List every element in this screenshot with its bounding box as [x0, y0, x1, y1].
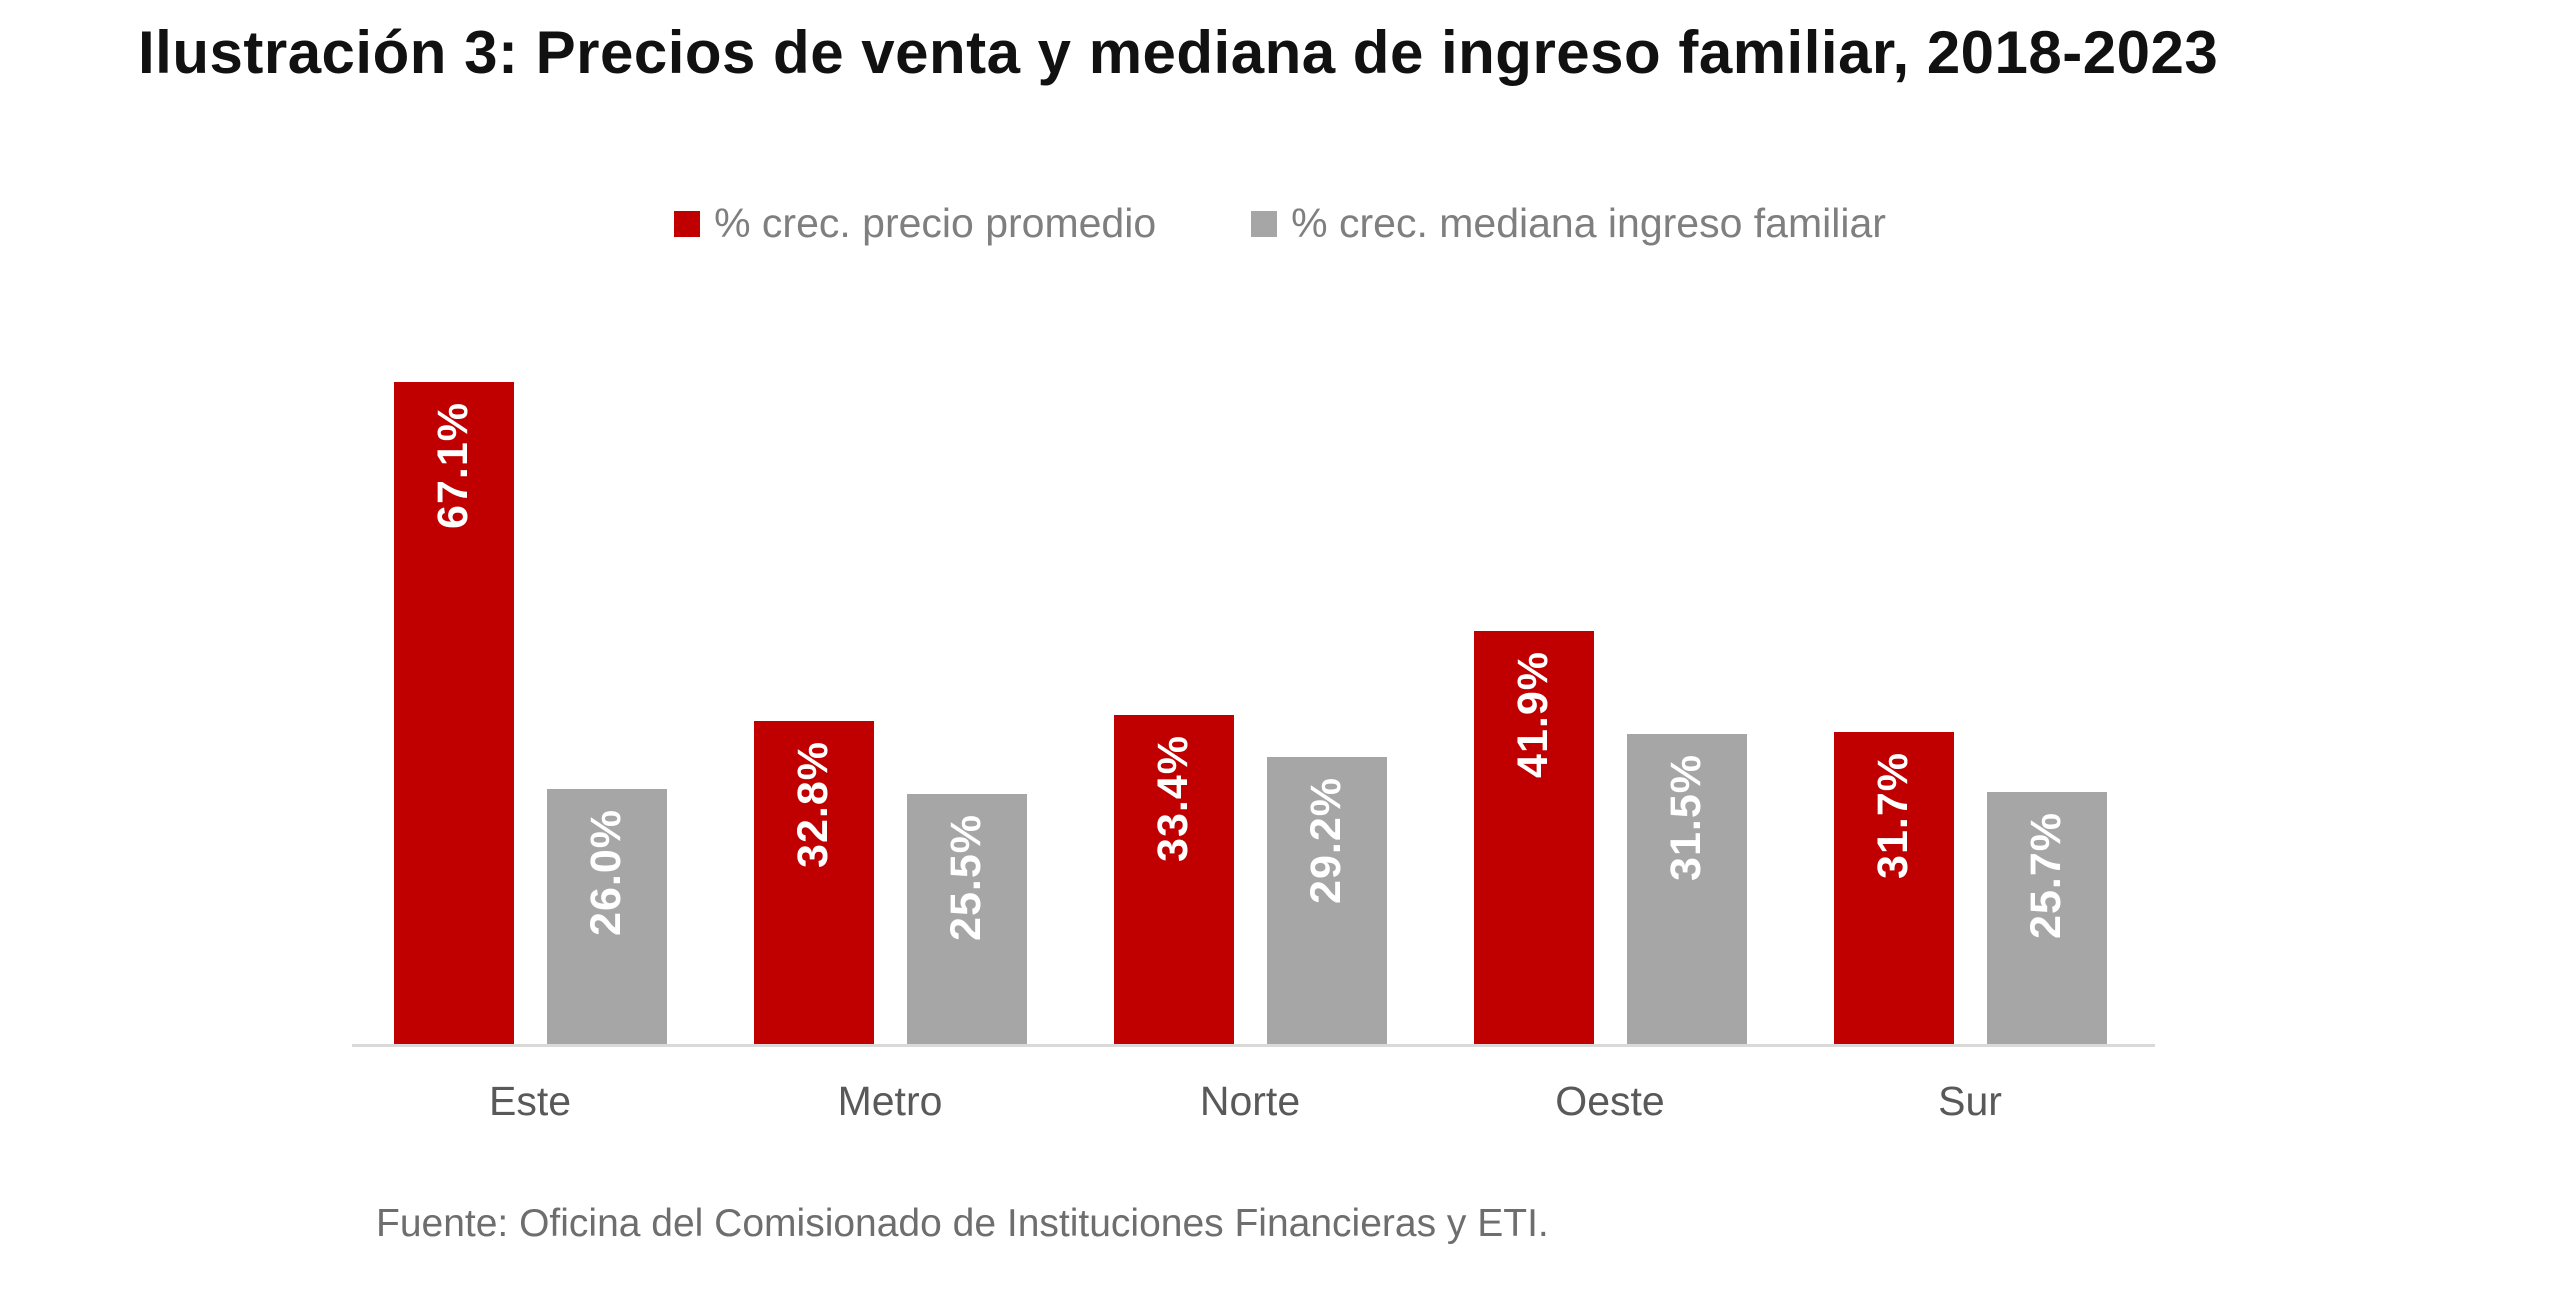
legend-label-precio-promedio: % crec. precio promedio — [714, 200, 1157, 246]
bar-value-label: 26.0% — [582, 809, 630, 936]
bar-metro-precio-promedio: 32.8% — [753, 721, 874, 1046]
legend-item-precio-promedio: % crec. precio promedio — [674, 200, 1156, 247]
legend-label-mediana-ingreso: % crec. mediana ingreso familiar — [1291, 200, 1886, 246]
bar-value-label: 67.1% — [429, 402, 477, 529]
chart-title: Ilustración 3: Precios de venta y median… — [138, 19, 2219, 86]
bar-value-label: 41.9% — [1509, 651, 1557, 778]
bar-norte-precio-promedio: 33.4% — [1113, 715, 1234, 1046]
bar-value-label: 33.4% — [1149, 735, 1197, 862]
plot-area: 67.1% 26.0% 32.8% 25.5% 33.4% 29.2% 41.9% 31.5%… — [393, 382, 2107, 1046]
bar-metro-mediana-ingreso: 25.5% — [906, 794, 1027, 1046]
bar-sur-precio-promedio: 31.7% — [1833, 732, 1954, 1046]
x-tick-label-metro: Metro — [837, 1078, 943, 1124]
bar-este-precio-promedio: 67.1% — [393, 382, 514, 1046]
bar-este-mediana-ingreso: 26.0% — [546, 789, 667, 1046]
bar-value-label: 25.7% — [2022, 812, 2070, 939]
legend-swatch-red-icon — [674, 210, 701, 237]
bar-value-label: 31.7% — [1869, 752, 1917, 879]
x-axis-line — [352, 1044, 2155, 1047]
bar-oeste-precio-promedio: 41.9% — [1473, 631, 1594, 1046]
x-tick-label-sur: Sur — [1938, 1078, 2002, 1124]
bar-norte-mediana-ingreso: 29.2% — [1266, 757, 1387, 1046]
bar-value-label: 32.8% — [789, 741, 837, 868]
x-tick-label-norte: Norte — [1199, 1078, 1301, 1124]
bar-value-label: 25.5% — [942, 814, 990, 941]
legend: % crec. precio promedio % crec. mediana … — [0, 200, 2560, 247]
source-note: Fuente: Oficina del Comisionado de Insti… — [376, 1202, 1549, 1245]
bar-oeste-mediana-ingreso: 31.5% — [1626, 734, 1747, 1046]
x-tick-label-este: Este — [488, 1078, 572, 1124]
x-tick-label-oeste: Oeste — [1555, 1078, 1665, 1124]
bar-value-label: 31.5% — [1662, 754, 1710, 881]
bar-value-label: 29.2% — [1302, 777, 1350, 904]
bar-sur-mediana-ingreso: 25.7% — [1986, 792, 2107, 1046]
legend-swatch-gray-icon — [1251, 210, 1278, 237]
legend-item-mediana-ingreso: % crec. mediana ingreso familiar — [1251, 200, 1886, 247]
